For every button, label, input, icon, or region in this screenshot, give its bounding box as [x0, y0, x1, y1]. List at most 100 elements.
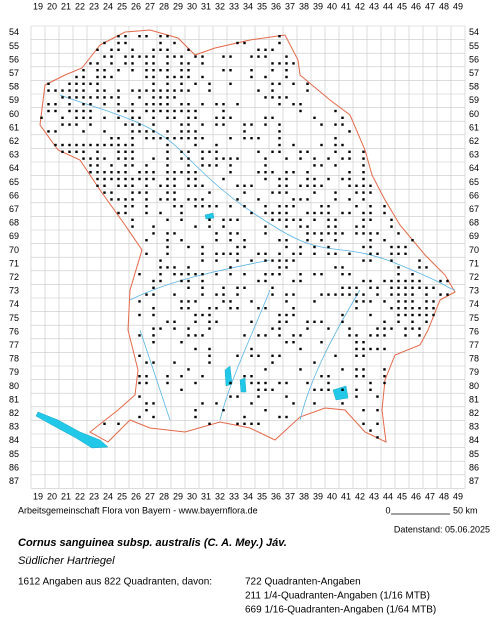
- river: [59, 94, 456, 291]
- row-label: 55: [9, 41, 19, 51]
- row-label: 75: [469, 313, 479, 323]
- record-dot: [229, 55, 232, 58]
- record-dot: [187, 368, 190, 371]
- record-dot: [187, 109, 190, 113]
- record-dot: [201, 75, 204, 79]
- record-dot: [292, 171, 295, 174]
- record-dot: [313, 245, 316, 249]
- record-dot: [327, 225, 330, 228]
- rivers: [59, 94, 456, 421]
- record-dot: [96, 157, 99, 160]
- column-label: 35: [257, 1, 267, 11]
- record-dot: [96, 143, 99, 147]
- record-dot: [264, 307, 267, 310]
- record-dot: [166, 157, 169, 160]
- record-dot: [278, 103, 281, 106]
- record-dot: [229, 164, 232, 167]
- record-dot: [187, 334, 190, 337]
- record-dot: [306, 239, 309, 242]
- record-dot: [313, 218, 316, 221]
- record-dot: [131, 130, 134, 133]
- column-label: 24: [103, 491, 113, 501]
- record-dot: [138, 375, 141, 378]
- record-dot: [166, 239, 169, 242]
- record-dot: [376, 422, 379, 425]
- record-dot: [152, 130, 155, 133]
- record-dot: [201, 402, 204, 405]
- record-dot: [411, 279, 414, 283]
- record-dot: [320, 239, 323, 242]
- record-dot: [201, 123, 204, 126]
- record-dot: [68, 150, 71, 153]
- record-dot: [250, 381, 253, 385]
- row-label: 64: [469, 163, 479, 173]
- record-dot: [215, 103, 218, 106]
- record-dot: [159, 198, 162, 201]
- record-dot: [124, 198, 127, 201]
- record-dot: [411, 313, 414, 317]
- record-dot: [418, 259, 421, 262]
- row-label: 70: [469, 245, 479, 255]
- record-dot: [362, 409, 365, 412]
- record-dot: [341, 116, 344, 119]
- record-dot: [131, 143, 134, 147]
- record-dot: [96, 184, 99, 187]
- record-dot: [138, 89, 141, 92]
- record-dot: [173, 361, 176, 364]
- record-dot: [264, 55, 267, 58]
- record-dot: [306, 232, 309, 235]
- record-dot: [54, 143, 57, 147]
- record-dot: [278, 415, 281, 419]
- record-dot: [369, 429, 372, 432]
- record-dot: [278, 252, 281, 255]
- record-dot: [397, 300, 400, 303]
- record-dot: [75, 116, 78, 119]
- record-dot: [250, 347, 253, 351]
- record-dot: [271, 69, 274, 72]
- record-dot: [208, 89, 211, 92]
- record-dot: [278, 266, 281, 269]
- record-dot: [159, 89, 162, 92]
- record-dot: [327, 375, 330, 378]
- record-dot: [264, 368, 267, 371]
- record-dot: [285, 415, 288, 419]
- record-dot: [362, 300, 365, 303]
- record-dot: [355, 347, 358, 351]
- record-dot: [418, 327, 421, 330]
- record-dot: [341, 293, 344, 296]
- row-label: 74: [9, 299, 19, 309]
- column-label: 49: [453, 491, 463, 501]
- lake: [332, 385, 349, 401]
- record-dot: [257, 150, 260, 153]
- record-dot: [187, 184, 190, 187]
- record-dot: [103, 89, 106, 92]
- record-dot: [397, 279, 400, 283]
- record-dot: [418, 286, 421, 289]
- record-dot: [131, 150, 134, 153]
- row-label: 73: [469, 286, 479, 296]
- column-label: 47: [425, 491, 435, 501]
- record-dot: [362, 171, 365, 174]
- record-dot: [173, 41, 176, 45]
- record-dot: [334, 150, 337, 153]
- record-dot: [257, 252, 260, 255]
- record-dot: [180, 55, 183, 58]
- record-dot: [166, 171, 169, 174]
- column-label: 38: [299, 1, 309, 11]
- record-dot: [299, 150, 302, 153]
- record-dot: [138, 171, 141, 174]
- record-dot: [432, 307, 435, 310]
- record-dot: [250, 137, 253, 140]
- record-dot: [250, 75, 253, 79]
- row-label: 67: [469, 204, 479, 214]
- record-dot: [418, 279, 421, 283]
- record-dot: [89, 103, 92, 106]
- record-dot: [250, 375, 253, 378]
- record-dot: [355, 388, 358, 391]
- record-dot: [47, 103, 50, 106]
- record-dot: [285, 171, 288, 174]
- record-dot: [299, 368, 302, 371]
- record-dot: [376, 286, 379, 289]
- record-dot: [250, 402, 253, 405]
- record-dot: [166, 381, 169, 385]
